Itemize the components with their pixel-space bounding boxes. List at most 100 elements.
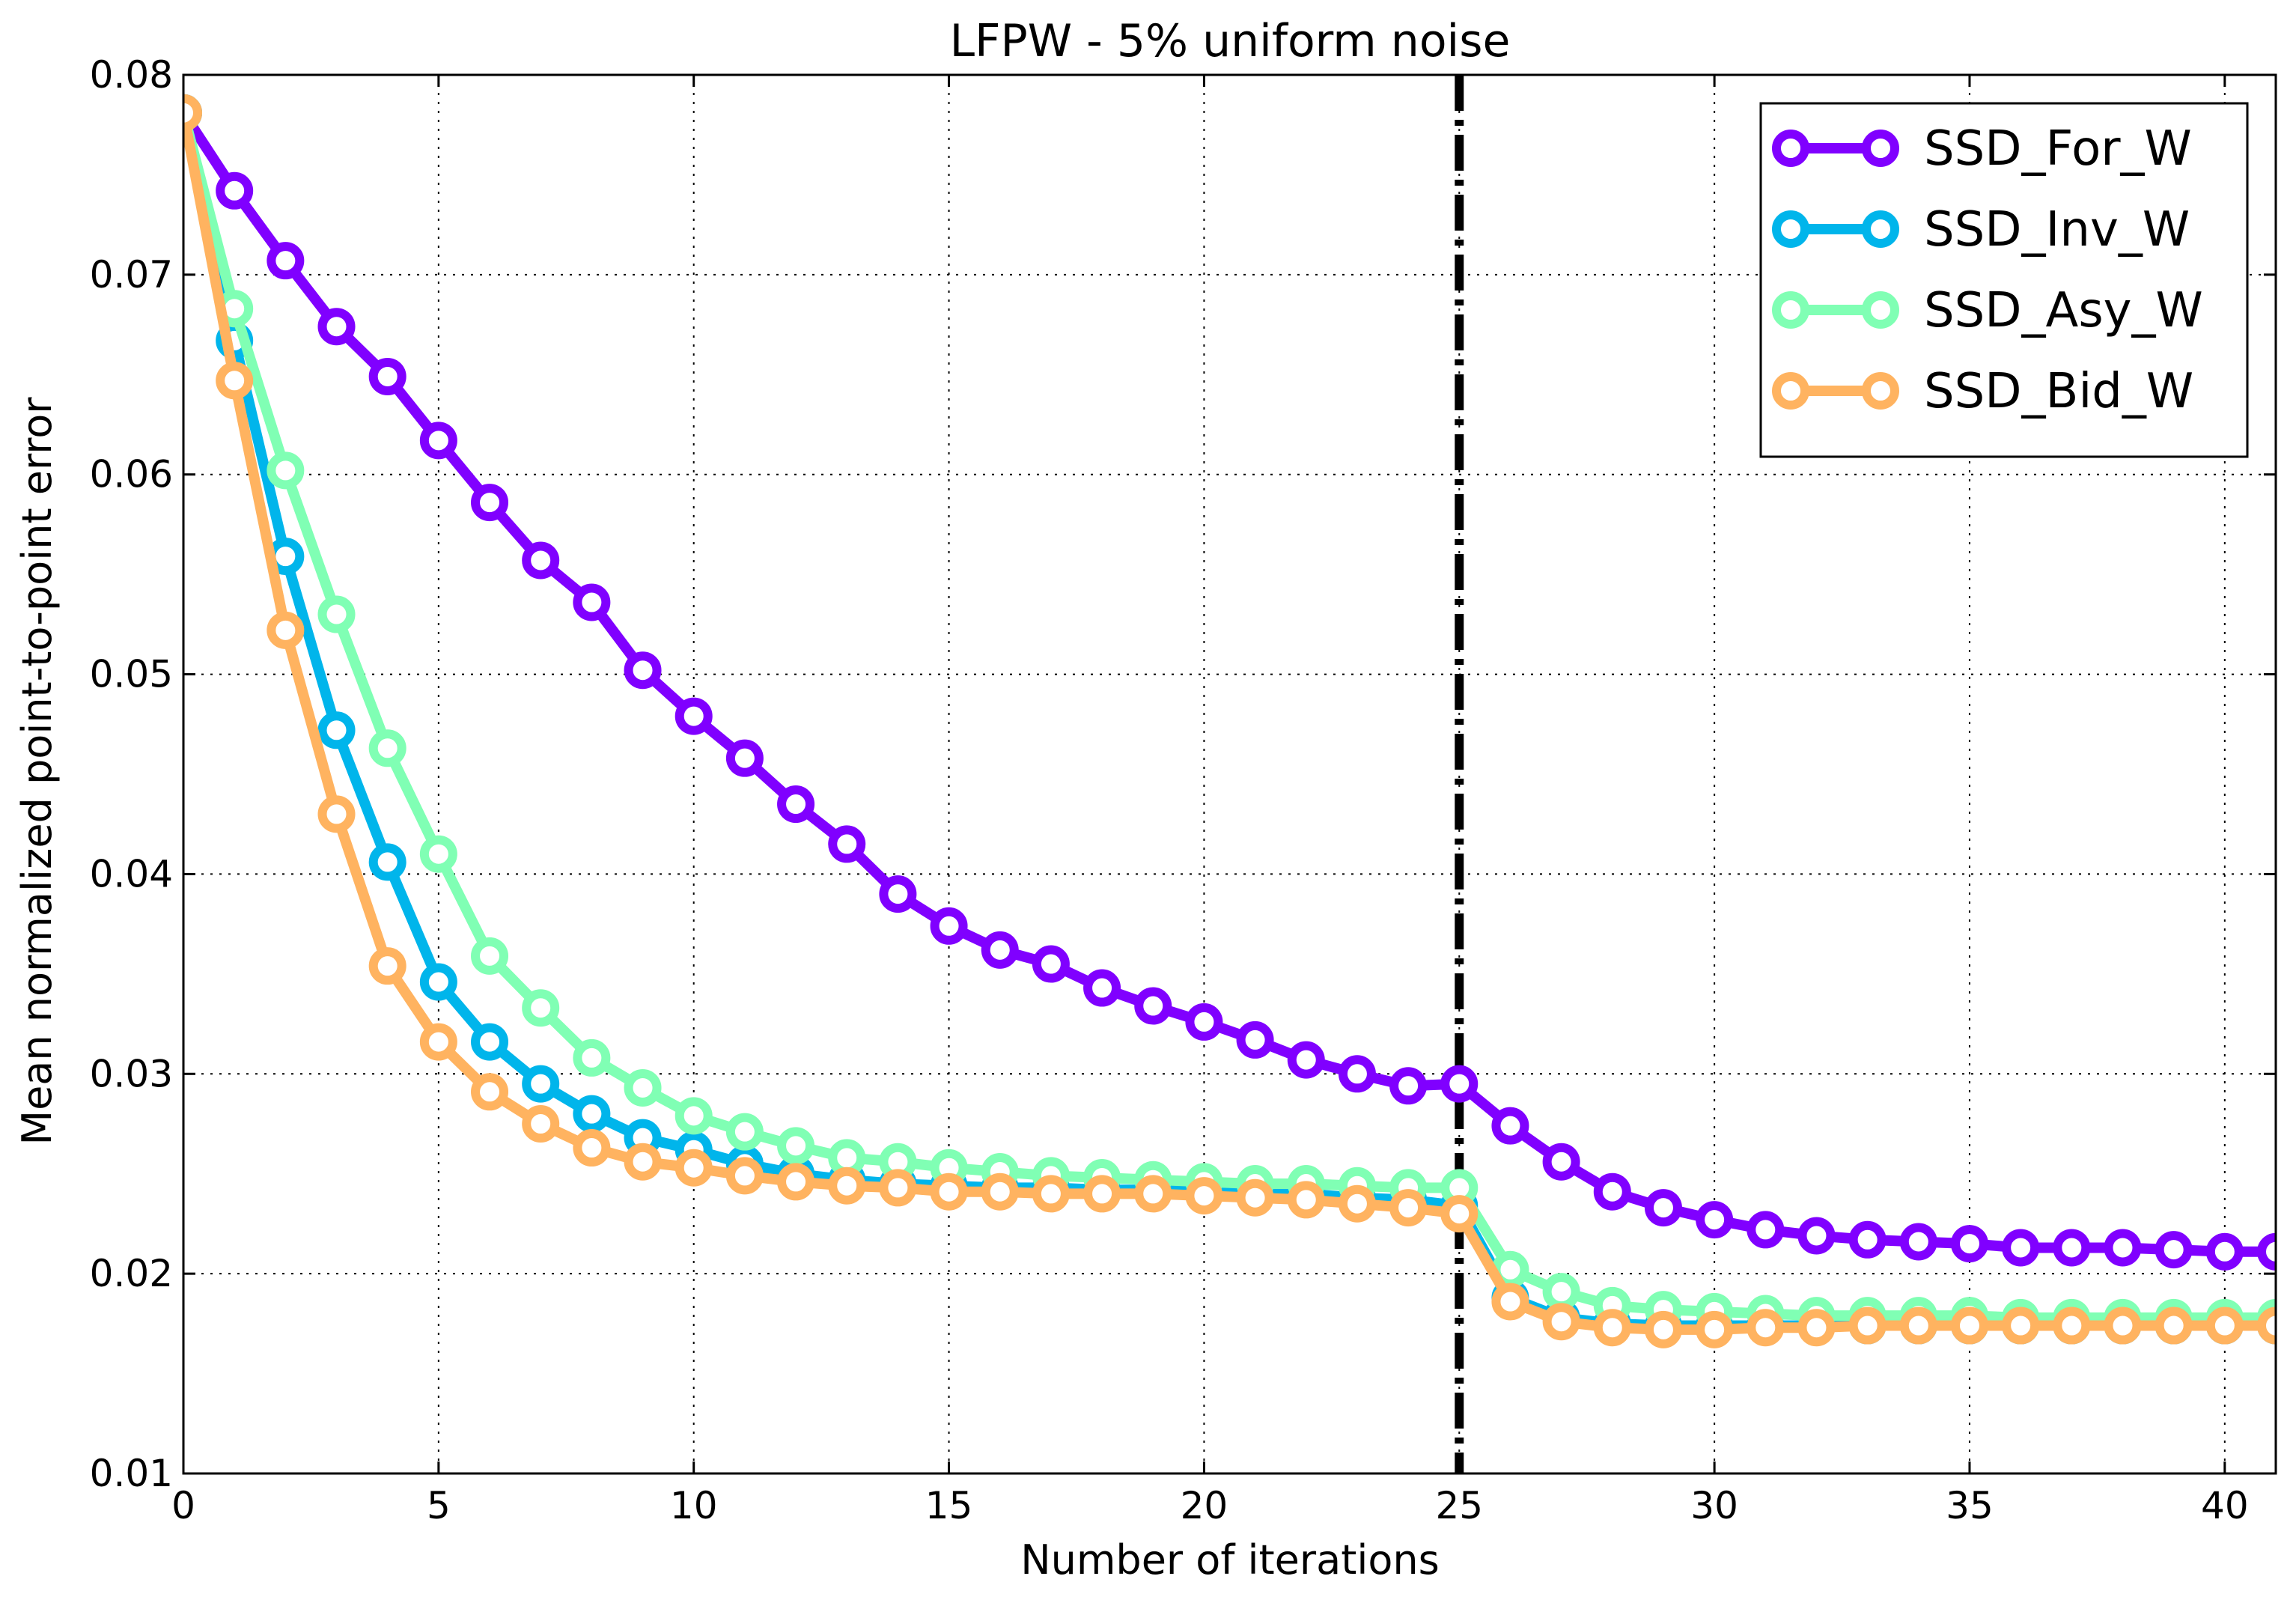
data-point-ssd-for-w xyxy=(2155,1231,2193,1269)
legend-swatch-marker xyxy=(1862,130,1899,167)
data-point-ssd-bid-w xyxy=(1389,1189,1428,1227)
data-point-ssd-asy-w xyxy=(419,835,457,873)
data-point-ssd-for-w xyxy=(1287,1041,1325,1079)
legend-swatch-marker xyxy=(1772,130,1809,167)
data-point-ssd-bid-w xyxy=(1542,1303,1580,1341)
data-point-ssd-for-w xyxy=(1899,1223,1937,1261)
x-tick-label: 25 xyxy=(1435,1484,1483,1527)
series-ssd-for-w xyxy=(183,94,2276,1271)
legend-label: SSD_Asy_W xyxy=(1924,283,2203,338)
data-point-ssd-bid-w xyxy=(267,611,305,649)
data-point-ssd-for-w xyxy=(471,484,509,522)
data-point-ssd-bid-w xyxy=(2002,1307,2040,1345)
y-tick-label: 0.01 xyxy=(90,1452,173,1495)
x-tick-label: 20 xyxy=(1181,1484,1228,1527)
data-point-ssd-for-w xyxy=(1083,969,1121,1007)
x-tick-label: 35 xyxy=(1946,1484,1994,1527)
data-point-ssd-bid-w xyxy=(1696,1310,1734,1348)
data-point-ssd-inv-w xyxy=(317,711,356,749)
data-point-ssd-for-w xyxy=(1696,1201,1734,1239)
data-point-ssd-asy-w xyxy=(624,1068,662,1107)
data-point-ssd-bid-w xyxy=(624,1143,662,1181)
x-axis-label: Number of iterations xyxy=(1020,1536,1440,1584)
data-point-ssd-bid-w xyxy=(1644,1310,1682,1348)
data-point-ssd-bid-w xyxy=(419,1023,457,1061)
data-point-ssd-for-w xyxy=(573,583,611,621)
legend-swatch-marker xyxy=(1862,372,1899,410)
data-point-ssd-asy-w xyxy=(522,989,560,1027)
data-point-ssd-for-w xyxy=(1542,1143,1580,1181)
data-point-ssd-bid-w xyxy=(1083,1175,1121,1213)
data-point-ssd-asy-w xyxy=(317,595,356,633)
legend-swatch-marker xyxy=(1862,210,1899,248)
y-tick-label: 0.02 xyxy=(90,1252,173,1295)
legend-item-ssd-inv-w: SSD_Inv_W xyxy=(1772,202,2190,258)
legend-item-ssd-for-w: SSD_For_W xyxy=(1772,121,2192,177)
data-point-ssd-for-w xyxy=(1848,1220,1887,1259)
data-point-ssd-bid-w xyxy=(675,1149,713,1187)
data-point-ssd-for-w xyxy=(216,171,254,210)
data-point-ssd-bid-w xyxy=(777,1163,815,1201)
data-point-ssd-bid-w xyxy=(828,1167,866,1205)
data-point-ssd-bid-w xyxy=(1440,1195,1479,1233)
y-tick-label: 0.04 xyxy=(90,852,173,895)
data-point-ssd-for-w xyxy=(2002,1229,2040,1267)
data-point-ssd-for-w xyxy=(1491,1107,1529,1145)
data-point-ssd-for-w xyxy=(317,308,356,346)
data-point-ssd-for-w xyxy=(2053,1229,2091,1267)
data-point-ssd-inv-w xyxy=(368,843,406,881)
data-point-ssd-bid-w xyxy=(368,947,406,985)
data-point-ssd-for-w xyxy=(675,697,713,735)
data-point-ssd-for-w xyxy=(1032,945,1070,983)
axes-frame xyxy=(182,73,2277,1475)
legend-swatch-marker xyxy=(1772,291,1809,329)
legend-box xyxy=(1759,102,2249,458)
data-point-ssd-asy-w xyxy=(1542,1273,1580,1311)
x-tick-label: 5 xyxy=(427,1484,451,1527)
data-point-ssd-for-w xyxy=(1593,1172,1631,1211)
data-point-ssd-for-w xyxy=(1950,1225,1988,1263)
data-point-ssd-bid-w xyxy=(1848,1307,1887,1345)
data-point-ssd-for-w xyxy=(1338,1055,1376,1093)
data-point-ssd-for-w xyxy=(368,357,406,395)
data-point-ssd-for-w xyxy=(2104,1229,2142,1267)
legend-item-ssd-asy-w: SSD_Asy_W xyxy=(1772,283,2203,338)
data-point-ssd-for-w xyxy=(777,785,815,824)
data-point-ssd-inv-w xyxy=(522,1065,560,1103)
series-plot-area xyxy=(183,94,2276,1348)
data-point-ssd-bid-w xyxy=(2053,1307,2091,1345)
data-point-ssd-bid-w xyxy=(1287,1181,1325,1219)
data-point-ssd-bid-w xyxy=(1491,1283,1529,1321)
y-tick-label: 0.06 xyxy=(90,453,173,496)
data-point-ssd-bid-w xyxy=(573,1129,611,1167)
legend-label: SSD_Inv_W xyxy=(1924,202,2190,258)
data-point-ssd-bid-w xyxy=(216,362,254,400)
ticks: 0 5 10 15 20 25 30 35 40 0.01 0.02 0.03 0.04 0.05 0.06… xyxy=(90,53,2276,1527)
data-point-ssd-bid-w xyxy=(1899,1307,1937,1345)
x-tick-label: 0 xyxy=(171,1484,195,1527)
data-point-ssd-for-w xyxy=(930,907,968,945)
data-point-ssd-bid-w xyxy=(471,1073,509,1111)
data-point-ssd-bid-w xyxy=(1185,1177,1223,1215)
data-point-ssd-for-w xyxy=(1797,1217,1836,1255)
y-tick-label: 0.05 xyxy=(90,653,173,696)
legend-swatch-marker xyxy=(1862,291,1899,329)
x-tick-label: 10 xyxy=(670,1484,718,1527)
data-point-ssd-asy-w xyxy=(368,729,406,767)
x-tick-label: 15 xyxy=(925,1484,973,1527)
legend-label: SSD_Bid_W xyxy=(1924,364,2193,419)
legend-item-ssd-bid-w: SSD_Bid_W xyxy=(1772,364,2193,419)
x-tick-label: 40 xyxy=(2201,1484,2249,1527)
data-point-ssd-for-w xyxy=(1389,1067,1428,1105)
y-tick-label: 0.07 xyxy=(90,253,173,296)
data-point-ssd-inv-w xyxy=(573,1095,611,1133)
data-point-ssd-for-w xyxy=(1236,1021,1274,1059)
data-point-ssd-inv-w xyxy=(419,963,457,1001)
data-point-ssd-bid-w xyxy=(1134,1175,1172,1213)
data-point-ssd-asy-w xyxy=(777,1127,815,1165)
data-point-ssd-bid-w xyxy=(1747,1309,1785,1347)
data-point-ssd-asy-w xyxy=(675,1097,713,1135)
data-point-ssd-bid-w xyxy=(522,1105,560,1143)
data-point-ssd-for-w xyxy=(1644,1189,1682,1227)
data-point-ssd-for-w xyxy=(522,541,560,580)
